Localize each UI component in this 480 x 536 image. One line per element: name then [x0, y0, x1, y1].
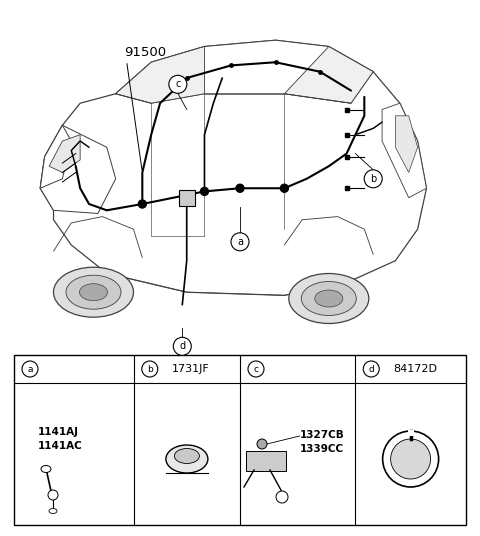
Ellipse shape: [315, 290, 343, 307]
Ellipse shape: [41, 465, 51, 473]
Text: d: d: [179, 341, 185, 351]
Ellipse shape: [301, 281, 356, 316]
Text: b: b: [370, 174, 376, 184]
Circle shape: [257, 439, 267, 449]
Text: 91500: 91500: [125, 46, 167, 59]
Text: 1327CB
1339CC: 1327CB 1339CC: [300, 430, 344, 454]
Circle shape: [280, 184, 288, 192]
Text: 84172D: 84172D: [393, 364, 437, 374]
Text: c: c: [175, 79, 180, 90]
Circle shape: [231, 233, 249, 251]
Circle shape: [173, 337, 191, 355]
Polygon shape: [40, 40, 427, 295]
FancyBboxPatch shape: [246, 451, 286, 471]
Ellipse shape: [80, 284, 108, 301]
Circle shape: [363, 361, 379, 377]
Text: a: a: [237, 237, 243, 247]
Polygon shape: [116, 40, 373, 103]
Bar: [0, 0, 480, 345]
Bar: [179, 190, 195, 206]
Circle shape: [276, 491, 288, 503]
Circle shape: [138, 200, 146, 208]
Circle shape: [48, 490, 58, 500]
Polygon shape: [284, 47, 373, 103]
Ellipse shape: [53, 267, 133, 317]
Text: 1731JF: 1731JF: [172, 364, 210, 374]
Ellipse shape: [49, 509, 57, 513]
Text: a: a: [27, 364, 33, 374]
Ellipse shape: [66, 275, 121, 309]
Circle shape: [391, 439, 431, 479]
Circle shape: [383, 431, 439, 487]
Polygon shape: [40, 125, 71, 188]
Polygon shape: [40, 125, 116, 213]
Circle shape: [236, 184, 244, 192]
Circle shape: [142, 361, 158, 377]
Text: d: d: [368, 364, 374, 374]
Text: 1141AJ
1141AC: 1141AJ 1141AC: [38, 427, 83, 451]
Polygon shape: [396, 116, 418, 173]
Circle shape: [22, 361, 38, 377]
Ellipse shape: [166, 445, 208, 473]
Polygon shape: [116, 47, 204, 103]
Ellipse shape: [174, 449, 199, 464]
Ellipse shape: [289, 273, 369, 324]
Bar: [14, 355, 466, 525]
Circle shape: [201, 188, 208, 196]
Polygon shape: [382, 103, 427, 198]
Text: b: b: [147, 364, 153, 374]
Circle shape: [364, 170, 382, 188]
Circle shape: [169, 75, 187, 93]
Text: c: c: [253, 364, 259, 374]
Bar: [408, 430, 414, 436]
Polygon shape: [49, 135, 80, 173]
Circle shape: [248, 361, 264, 377]
